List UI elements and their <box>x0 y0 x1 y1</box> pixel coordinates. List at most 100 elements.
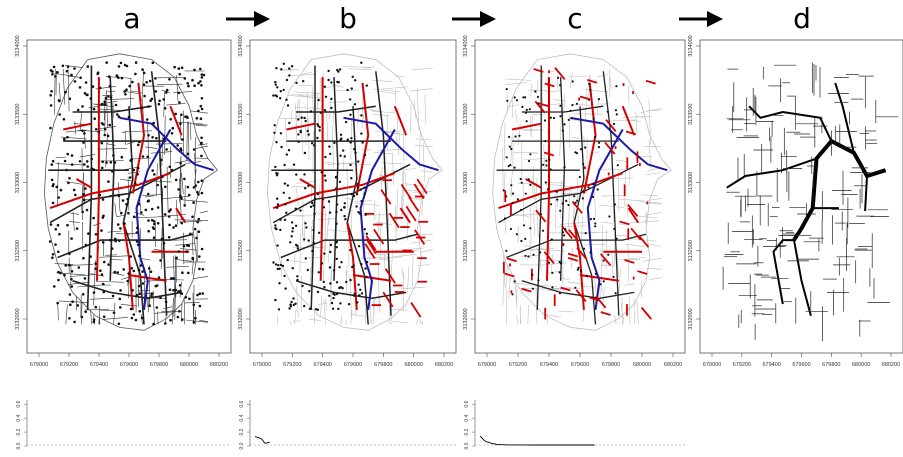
node-point <box>100 166 104 170</box>
x-tick-label: 679800 <box>822 362 840 368</box>
node-point <box>587 186 590 189</box>
street-segment <box>516 315 519 325</box>
node-point <box>288 196 291 200</box>
node-point <box>508 135 511 138</box>
node-point <box>52 65 56 69</box>
street-segment <box>392 154 395 186</box>
street-segment <box>67 75 80 78</box>
node-point <box>75 227 79 230</box>
major-road <box>506 233 647 259</box>
node-point <box>152 227 156 230</box>
node-point <box>312 241 315 245</box>
node-point <box>84 187 87 190</box>
mini-y-tick-label: 0.2 <box>464 428 470 435</box>
node-point <box>527 159 531 163</box>
node-point <box>509 163 512 167</box>
node-point <box>138 292 141 296</box>
node-point <box>201 267 205 271</box>
node-point <box>615 113 618 116</box>
node-point <box>49 223 53 226</box>
red-segment <box>645 79 656 85</box>
node-point <box>313 144 316 147</box>
node-point <box>143 94 146 98</box>
x-tick-label: 680200 <box>664 362 682 368</box>
street-segment <box>109 259 123 261</box>
street-segment <box>378 261 380 308</box>
node-point <box>116 223 120 226</box>
node-point <box>81 129 84 132</box>
street-segment <box>416 319 418 325</box>
node-point <box>331 307 335 310</box>
node-point <box>129 307 133 311</box>
node-point <box>534 90 537 93</box>
node-point <box>335 246 338 249</box>
street-segment <box>325 298 327 311</box>
node-point <box>355 193 359 196</box>
node-point <box>178 284 182 287</box>
street-segment <box>536 202 539 238</box>
street-segment <box>147 297 150 313</box>
node-point <box>68 293 72 296</box>
node-point <box>128 84 131 88</box>
node-point <box>100 229 103 232</box>
street-segment <box>379 222 382 261</box>
node-point <box>68 177 71 180</box>
node-point <box>353 292 356 296</box>
node-point <box>525 108 528 111</box>
street-segment <box>70 212 80 215</box>
street-segment <box>296 188 299 206</box>
street-segment <box>323 299 326 325</box>
node-point <box>338 180 342 184</box>
node-point <box>200 141 203 145</box>
arrow-c-to-d-icon <box>679 11 723 27</box>
node-point <box>297 140 300 143</box>
x-tick-label: 680200 <box>435 362 453 368</box>
node-point <box>539 213 543 216</box>
node-point <box>136 243 140 247</box>
street-segment <box>532 113 545 116</box>
node-point <box>283 218 287 221</box>
red-segment <box>380 189 392 205</box>
tree-branch <box>748 105 833 142</box>
node-point <box>564 228 567 231</box>
node-point <box>76 304 80 307</box>
red-segment <box>600 311 611 316</box>
node-point <box>574 201 577 204</box>
node-point <box>506 99 509 102</box>
node-point <box>308 290 311 293</box>
node-point <box>176 144 179 147</box>
node-point <box>314 308 318 311</box>
street-segment <box>65 304 68 325</box>
street-segment <box>90 309 92 325</box>
street-segment <box>596 97 600 114</box>
street-segment <box>646 267 662 270</box>
mini-y-tick-label: 0.6 <box>16 400 22 407</box>
node-point <box>129 176 132 179</box>
node-point <box>320 262 324 265</box>
node-point <box>357 245 361 248</box>
street-segment <box>105 98 134 100</box>
street-segment <box>349 313 368 317</box>
street-segment <box>343 154 345 171</box>
node-point <box>350 177 353 180</box>
street-segment <box>563 193 573 195</box>
node-point <box>278 282 281 285</box>
node-point <box>545 164 548 167</box>
node-point <box>295 173 298 176</box>
node-point <box>304 119 307 123</box>
node-point <box>81 105 84 108</box>
node-point <box>179 162 182 165</box>
major-road <box>122 106 145 325</box>
red-road <box>169 105 183 136</box>
street-segment <box>185 319 209 323</box>
panel-letter-d: d <box>793 2 811 35</box>
node-point <box>134 72 137 76</box>
street-segment <box>614 314 617 325</box>
street-segment <box>357 108 360 127</box>
street-segment <box>129 130 153 132</box>
street-segment <box>424 94 427 124</box>
node-point <box>551 286 554 289</box>
node-point <box>343 155 346 158</box>
node-point <box>563 234 566 237</box>
street-segment <box>597 74 608 78</box>
